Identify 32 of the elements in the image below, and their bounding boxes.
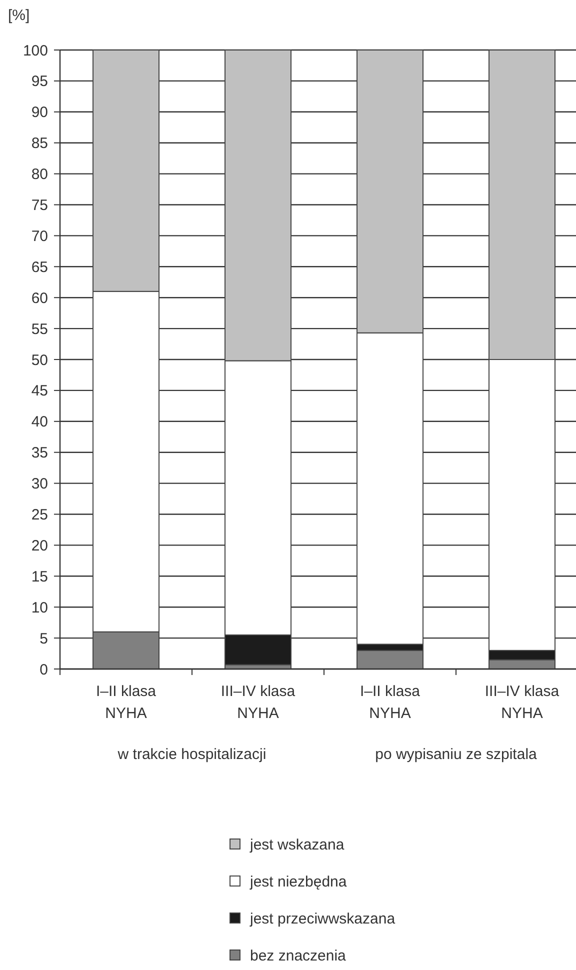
y-tick-label: 50 <box>31 352 48 369</box>
text: po wypisaniu ze szpitala <box>375 746 538 763</box>
x-tick-label: III–IV klasa NYHA <box>484 683 560 722</box>
y-tick-label: 85 <box>31 135 48 152</box>
x-tick-label: I–II klasa NYHA <box>360 683 421 722</box>
y-tick-label: 90 <box>31 104 48 122</box>
y-axis-title: [%] <box>8 7 30 24</box>
y-tick-label: 70 <box>31 228 48 245</box>
x-tick-label: I–II klasa NYHA <box>96 683 157 722</box>
y-tick-label: 30 <box>31 476 48 493</box>
y-tick-label: 100 <box>22 42 48 60</box>
y-tick-label: 95 <box>31 73 48 90</box>
y-tick-label: 60 <box>31 290 48 307</box>
legend-label: bez znaczenia <box>250 947 347 964</box>
y-tick-label: 80 <box>31 166 48 184</box>
y-tick-label: 5 <box>40 630 48 648</box>
y-tick-label: 45 <box>31 382 48 400</box>
y-tick-label: 0 <box>40 661 48 678</box>
y-tick-label: 65 <box>31 258 48 276</box>
legend-label: jest wskazana <box>249 836 345 854</box>
y-tick-label: 10 <box>31 599 48 616</box>
y-tick-label: 20 <box>31 537 48 554</box>
legend-label: jest przeciwwskazana <box>249 910 396 928</box>
text: w trakcie hospitalizacji <box>116 746 266 763</box>
y-tick-label: 35 <box>31 444 48 462</box>
y-tick-label: 55 <box>31 320 48 338</box>
legend-label: jest niezbędna <box>249 873 348 890</box>
y-tick-label: 25 <box>31 506 48 524</box>
y-tick-label: 15 <box>31 568 48 586</box>
x-tick-label: III–IV klasa NYHA <box>220 683 296 722</box>
y-tick-label: 40 <box>31 414 48 431</box>
y-tick-label: 75 <box>31 197 48 214</box>
